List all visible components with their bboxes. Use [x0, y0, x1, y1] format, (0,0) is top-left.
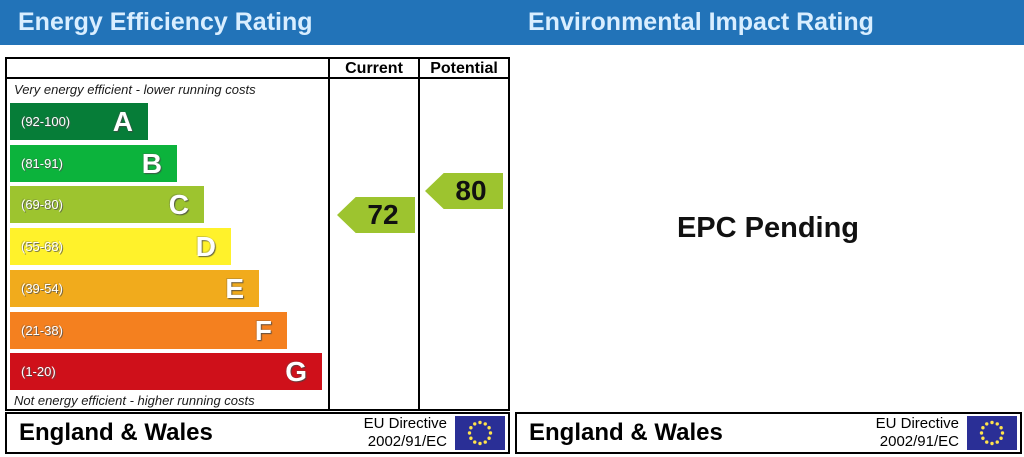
band-range-label: (21-38)	[21, 323, 63, 338]
current-rating-value: 72	[367, 199, 399, 230]
band-letter: D	[195, 230, 216, 262]
band-range-label: (81-91)	[21, 156, 63, 171]
band-row: (21-38) F	[10, 312, 287, 349]
current-column-divider	[328, 59, 330, 409]
band-range-label: (1-20)	[21, 364, 56, 379]
region-label: England & Wales	[529, 419, 723, 446]
epc-pending-text: EPC Pending	[676, 212, 860, 244]
band-row: (92-100) A	[10, 103, 148, 140]
table-header-row	[7, 59, 508, 79]
environmental-rating-title: Environmental Impact Rating	[528, 8, 874, 36]
band-range-label: (55-68)	[21, 239, 63, 254]
current-column-header: Current	[345, 60, 403, 77]
eu-directive-label: EU Directive 2002/91/EC	[363, 415, 447, 450]
band-letter: E	[225, 272, 244, 304]
band-range-label: (92-100)	[21, 114, 71, 129]
band-letter: A	[112, 105, 133, 137]
energy-rating-title: Energy Efficiency Rating	[18, 8, 313, 36]
band-row: (1-20) G	[10, 353, 322, 390]
potential-rating-value: 80	[455, 175, 487, 206]
footer-left: England & Wales EU Directive 2002/91/EC	[5, 412, 510, 454]
eu-flag-icon	[967, 416, 1017, 450]
band-row: (55-68) D	[10, 228, 231, 265]
top-header-bar: Energy Efficiency Rating Environmental I…	[0, 0, 1024, 45]
band-letter: B	[141, 147, 162, 179]
efficiency-top-caption: Very energy efficient - lower running co…	[14, 82, 256, 97]
potential-rating-arrow: 80	[425, 173, 503, 209]
band-range-label: (69-80)	[21, 197, 63, 212]
potential-column-header: Potential	[430, 60, 498, 77]
eu-flag-icon	[455, 416, 505, 450]
efficiency-bottom-caption: Not energy efficient - higher running co…	[14, 393, 255, 408]
band-range-label: (39-54)	[21, 281, 63, 296]
eu-directive-label: EU Directive 2002/91/EC	[875, 415, 959, 450]
environmental-panel: EPC Pending	[512, 45, 1024, 412]
band-letter: F	[254, 314, 272, 346]
energy-efficiency-table: Current Potential Very energy efficient …	[5, 57, 510, 411]
band-row: (69-80) C	[10, 186, 204, 223]
current-rating-arrow: 72	[337, 197, 415, 233]
footer-right: England & Wales EU Directive 2002/91/EC	[515, 412, 1022, 454]
potential-column-divider	[418, 59, 420, 409]
band-letter: C	[168, 188, 189, 220]
band-letter: G	[285, 355, 307, 387]
band-row: (39-54) E	[10, 270, 259, 307]
region-label: England & Wales	[19, 419, 213, 446]
band-row: (81-91) B	[10, 145, 177, 182]
